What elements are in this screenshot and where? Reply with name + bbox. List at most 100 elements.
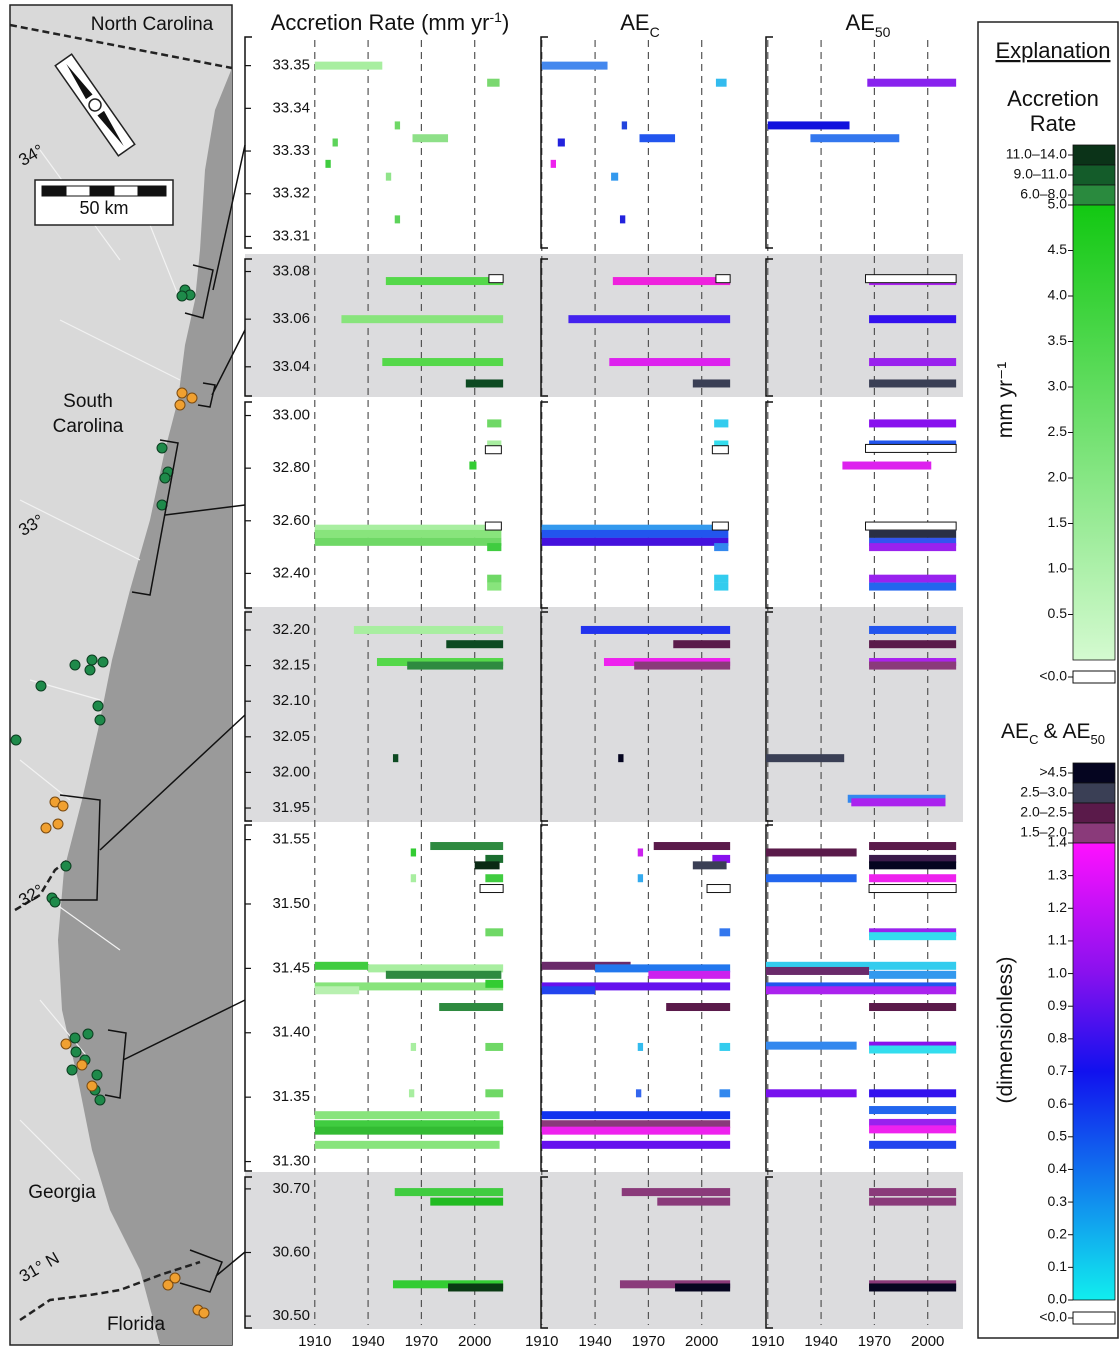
- x-tick-label: 1940: [351, 1333, 384, 1350]
- range-bar: [354, 626, 503, 634]
- x-tick-label: 1970: [405, 1333, 438, 1350]
- y-tick-label: 32.40: [272, 564, 310, 581]
- legend-tick-label: 0.4: [1048, 1160, 1068, 1176]
- scale-bar: [42, 186, 166, 196]
- legend-class-label: 11.0–14.0: [1006, 146, 1067, 162]
- legend-tick-label: 0.1: [1048, 1258, 1068, 1274]
- range-bar: [439, 1003, 503, 1011]
- range-bar: [485, 1043, 503, 1051]
- range-bar: [716, 79, 727, 87]
- range-bar: [869, 358, 956, 366]
- range-bar: [675, 1283, 730, 1291]
- range-bar: [869, 575, 956, 583]
- range-bar: [869, 885, 956, 893]
- range-bar: [869, 1003, 956, 1011]
- x-tick-label: 1910: [751, 1333, 784, 1350]
- axis-bracket: [245, 37, 252, 248]
- x-tick-label: 1940: [578, 1333, 611, 1350]
- y-tick-label: 32.20: [272, 621, 310, 638]
- range-bar: [714, 583, 728, 591]
- legend-tick-label: 4.0: [1048, 287, 1068, 303]
- range-bar: [866, 522, 957, 530]
- range-bar: [719, 1043, 730, 1051]
- range-bar: [407, 662, 503, 670]
- range-bar: [869, 1046, 956, 1054]
- legend-class-label: 2.0–2.5: [1020, 804, 1067, 820]
- range-bar: [487, 419, 501, 427]
- legend-below-swatch: [1073, 1312, 1115, 1324]
- legend-class-swatch: [1073, 763, 1115, 783]
- legend-tick-label: 3.5: [1048, 332, 1068, 348]
- x-tick-label: 2000: [685, 1333, 718, 1350]
- range-bar: [869, 530, 956, 538]
- range-bar: [766, 874, 857, 882]
- range-bar: [620, 215, 625, 223]
- range-bar: [869, 1089, 956, 1097]
- legend-title-part: &: [1043, 720, 1057, 743]
- range-bar: [869, 662, 956, 670]
- y-tick-label: 31.45: [272, 959, 310, 976]
- range-bar: [609, 358, 730, 366]
- range-bar: [622, 121, 627, 129]
- panel-shade: [245, 607, 963, 822]
- legend-class-swatch: [1073, 145, 1115, 165]
- range-bar: [869, 543, 956, 551]
- x-tick-label: 1910: [525, 1333, 558, 1350]
- range-bar: [867, 79, 956, 87]
- legend-title: Explanation: [996, 38, 1111, 63]
- range-bar: [395, 1188, 503, 1196]
- y-tick-label: 32.10: [272, 692, 310, 709]
- column-title-sup: -1: [490, 9, 503, 25]
- legend-unit: (dimensionless): [994, 956, 1017, 1103]
- range-bar: [325, 160, 330, 168]
- y-tick-label: 30.50: [272, 1307, 310, 1324]
- state-label: Georgia: [28, 1182, 96, 1203]
- chart: North Carolina South Carolina Georgia Fl…: [0, 0, 1120, 1354]
- range-bar: [480, 885, 503, 893]
- x-tick-label: 2000: [911, 1333, 944, 1350]
- range-bar: [315, 1111, 500, 1119]
- figure: North Carolina South Carolina Georgia Fl…: [0, 0, 1120, 1354]
- range-bar: [714, 419, 728, 427]
- range-bar: [542, 1141, 730, 1149]
- y-tick-label: 33.04: [272, 358, 310, 375]
- range-bar: [466, 379, 503, 387]
- range-bar: [485, 980, 503, 988]
- legend-class-label: 2.5–3.0: [1020, 784, 1067, 800]
- y-tick-label: 33.06: [272, 310, 310, 327]
- grid: [245, 40, 963, 1329]
- y-tick-label: 31.95: [272, 799, 310, 816]
- x-tick-label: 1910: [298, 1333, 331, 1350]
- y-tick-label: 32.15: [272, 657, 310, 674]
- range-bar: [315, 962, 368, 970]
- y-tick-label: 31.55: [272, 831, 310, 848]
- legend-class-swatch: [1073, 803, 1115, 823]
- range-bar: [409, 1089, 414, 1097]
- range-bar: [866, 275, 957, 283]
- legend-tick-label: 1.5: [1048, 514, 1068, 530]
- range-bar: [411, 874, 416, 882]
- range-bar: [448, 1283, 503, 1291]
- range-bar: [714, 575, 728, 583]
- axis-bracket: [766, 402, 773, 608]
- legend-tick-label: 1.2: [1048, 899, 1068, 915]
- y-tick-label: 32.60: [272, 512, 310, 529]
- range-bar: [315, 530, 502, 538]
- y-tick-label: 33.32: [272, 185, 310, 202]
- legend-tick-label: 3.0: [1048, 378, 1068, 394]
- range-bar: [869, 626, 956, 634]
- column-title: AEC: [620, 10, 659, 40]
- legend-tick-label: 0.5: [1048, 605, 1068, 621]
- legend-tick-label: 1.3: [1048, 866, 1068, 882]
- legend-tick-label: 0.6: [1048, 1095, 1068, 1111]
- range-bar: [489, 275, 503, 283]
- column-title: AE50: [846, 10, 891, 40]
- axis-bracket: [541, 402, 548, 608]
- panel-shade: [245, 1172, 963, 1329]
- range-bar: [766, 986, 956, 994]
- range-bar: [487, 575, 501, 583]
- range-bar: [648, 971, 730, 979]
- x-tick-label: 1970: [632, 1333, 665, 1350]
- column-title-main: AE: [620, 10, 649, 35]
- legend-title-part: AE: [1062, 720, 1090, 743]
